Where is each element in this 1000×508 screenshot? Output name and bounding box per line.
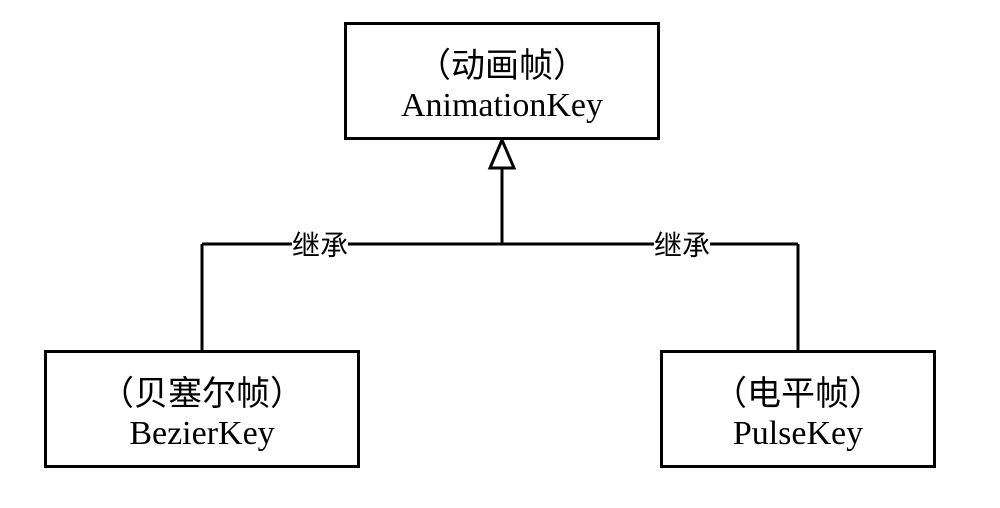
node-animation-key: （动画帧） AnimationKey (344, 22, 660, 140)
node-pulse-key-line2: PulseKey (733, 415, 863, 453)
diagram-canvas: 继承 继承 （动画帧） AnimationKey （贝塞尔帧） BezierKe… (0, 0, 1000, 508)
node-bezier-key-line2: BezierKey (129, 415, 274, 453)
node-pulse-key: （电平帧） PulseKey (660, 350, 936, 468)
node-animation-key-line2: AnimationKey (401, 87, 603, 125)
edge-label-inherit-right: 继承 (654, 224, 710, 264)
node-pulse-key-line1: （电平帧） (713, 366, 883, 415)
node-animation-key-line1: （动画帧） (417, 38, 587, 87)
edge-label-inherit-left: 继承 (292, 224, 348, 264)
inheritance-arrowhead (490, 140, 514, 168)
node-bezier-key-line1: （贝塞尔帧） (100, 366, 304, 415)
node-bezier-key: （贝塞尔帧） BezierKey (44, 350, 360, 468)
